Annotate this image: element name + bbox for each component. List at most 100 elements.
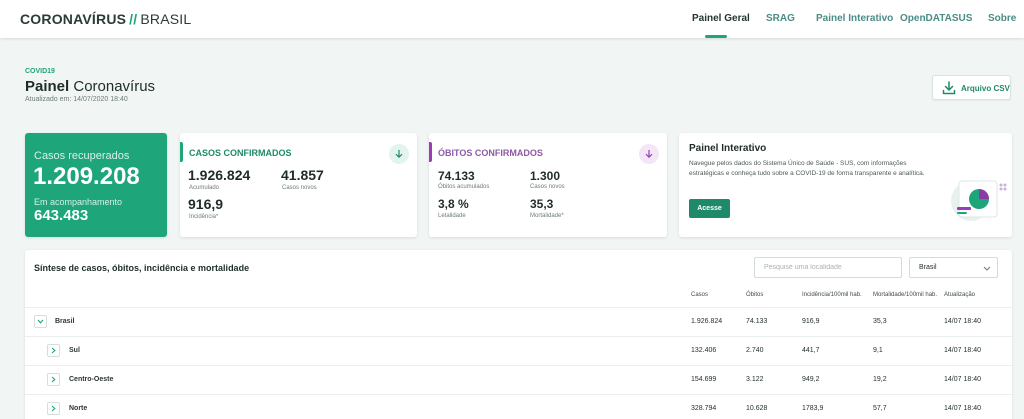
column-header-obitos: Óbitos — [746, 292, 764, 298]
chevron-down-icon — [983, 266, 991, 271]
row-toggle-button[interactable] — [34, 315, 47, 328]
table-title: Síntese de casos, óbitos, incidência e m… — [34, 263, 250, 273]
access-button[interactable]: Acesse — [689, 199, 730, 218]
cell-mortalidade: 9,1 — [873, 347, 883, 354]
cell-incidencia: 1783,9 — [802, 405, 824, 412]
confirmed-title: CASOS CONFIRMADOS — [189, 148, 292, 158]
monitoring-label: Em acompanhamento — [34, 197, 123, 207]
deaths-lethality: 3,8 % — [438, 197, 469, 211]
brand-country: BRASIL — [140, 11, 192, 27]
cell-mortalidade: 57,7 — [873, 405, 887, 412]
row-location-name: Centro-Oeste — [69, 376, 114, 383]
cell-mortalidade: 35,3 — [873, 318, 887, 325]
chevron-down-icon — [37, 319, 44, 324]
column-header-atualizacao: Atualização — [944, 292, 976, 298]
cell-atualizacao: 14/07 18:40 — [944, 318, 981, 325]
table-row: Centro-Oeste 154.699 3.122 949,2 19,2 14… — [25, 365, 1012, 394]
region-select[interactable]: Brasil — [909, 257, 998, 278]
location-search-input[interactable] — [754, 257, 902, 278]
column-header-incidencia: Incidência/100mil hab. — [802, 292, 862, 298]
interactive-description: Navegue pelos dados do Sistema Único de … — [689, 160, 925, 177]
column-header-casos: Casos — [691, 292, 709, 298]
deaths-accumulated: 74.133 — [438, 169, 475, 183]
recovered-title: Casos recuperados — [34, 150, 130, 162]
confirmed-new-label: Casos novos — [282, 185, 317, 191]
nav-opendatasus[interactable]: OpenDATASUS — [900, 13, 973, 24]
confirmed-incidence-label: Incidência* — [189, 214, 219, 220]
cell-incidencia: 916,9 — [802, 318, 820, 325]
row-location-name: Brasil — [55, 318, 75, 325]
deaths-mortality-label: Mortalidade* — [530, 213, 564, 219]
confirmed-new: 41.857 — [281, 167, 324, 183]
deaths-new-label: Casos novos — [530, 184, 565, 190]
row-toggle-button[interactable] — [47, 373, 60, 386]
page-title: Painel Coronavírus — [25, 78, 155, 95]
confirmed-accent-bar — [180, 142, 183, 162]
download-icon — [942, 81, 956, 95]
interactive-panel-card: Painel Interativo Navegue pelos dados do… — [679, 133, 1012, 237]
arrow-down-icon — [645, 149, 653, 158]
last-updated: Atualizado em: 14/07/2020 18:40 — [25, 96, 128, 103]
nav-painel-interativo[interactable]: Painel Interativo — [816, 13, 894, 24]
deaths-expand-button[interactable] — [639, 144, 659, 164]
table-row: Sul 132.406 2.740 441,7 9,1 14/07 18:40 — [25, 336, 1012, 365]
cell-casos: 132.406 — [691, 347, 717, 354]
cell-atualizacao: 14/07 18:40 — [944, 405, 981, 412]
row-location-name: Sul — [69, 347, 80, 354]
top-navigation-bar: CORONAVÍRUS//BRASIL Painel Geral SRAG Pa… — [0, 0, 1024, 38]
brand-name: CORONAVÍRUS — [20, 11, 127, 27]
confirmed-incidence: 916,9 — [188, 196, 224, 212]
brand-separator: // — [129, 11, 138, 27]
deaths-lethality-label: Letalidade — [438, 213, 466, 219]
cell-obitos: 2.740 — [746, 347, 764, 354]
confirmed-accumulated: 1.926.824 — [188, 167, 251, 183]
cell-mortalidade: 19,2 — [873, 376, 887, 383]
chevron-right-icon — [51, 347, 56, 354]
download-csv-label: Arquivo CSV — [961, 84, 1010, 93]
deaths-accumulated-label: Óbitos acumulados — [438, 184, 490, 190]
cell-atualizacao: 14/07 18:40 — [944, 376, 981, 383]
chevron-right-icon — [51, 376, 56, 383]
region-select-value: Brasil — [919, 264, 937, 271]
cell-incidencia: 949,2 — [802, 376, 820, 383]
row-toggle-button[interactable] — [47, 402, 60, 415]
cell-casos: 328.794 — [691, 405, 717, 412]
table-row: Brasil 1.926.824 74.133 916,9 35,3 14/07… — [25, 307, 1012, 336]
synthesis-table-panel: Síntese de casos, óbitos, incidência e m… — [25, 250, 1012, 419]
recovered-card: Casos recuperados 1.209.208 Em acompanha… — [25, 133, 167, 237]
dashboard-illustration — [951, 180, 1007, 221]
cell-obitos: 74.133 — [746, 318, 768, 325]
row-toggle-button[interactable] — [47, 344, 60, 357]
table-row: Norte 328.794 10.628 1783,9 57,7 14/07 1… — [25, 394, 1012, 419]
cell-atualizacao: 14/07 18:40 — [944, 347, 981, 354]
recovered-value: 1.209.208 — [33, 163, 140, 190]
nav-painel-geral[interactable]: Painel Geral — [692, 13, 750, 24]
chevron-right-icon — [51, 405, 56, 412]
download-csv-button[interactable]: Arquivo CSV — [932, 75, 1011, 100]
confirmed-accumulated-label: Acumulado — [189, 185, 220, 191]
deaths-new: 1.300 — [530, 169, 561, 183]
cell-casos: 1.926.824 — [691, 318, 723, 325]
row-location-name: Norte — [69, 405, 88, 412]
confirmed-cases-card: CASOS CONFIRMADOS 1.926.824 Acumulado 41… — [180, 133, 417, 237]
monitoring-value: 643.483 — [34, 207, 89, 224]
page-title-strong: Painel — [25, 78, 70, 95]
covid-tag: COVID19 — [25, 68, 55, 75]
nav-srag[interactable]: SRAG — [766, 13, 795, 24]
cell-obitos: 3.122 — [746, 376, 764, 383]
active-nav-indicator — [705, 35, 727, 38]
interactive-title: Painel Interativo — [689, 143, 767, 154]
deaths-mortality: 35,3 — [530, 197, 554, 211]
page-title-rest: Coronavírus — [73, 78, 156, 95]
deaths-accent-bar — [429, 142, 432, 162]
cell-obitos: 10.628 — [746, 405, 768, 412]
cell-casos: 154.699 — [691, 376, 717, 383]
brand-logo[interactable]: CORONAVÍRUS//BRASIL — [20, 11, 191, 27]
deaths-title: ÓBITOS CONFIRMADOS — [438, 148, 543, 158]
nav-sobre[interactable]: Sobre — [988, 13, 1017, 24]
arrow-down-icon — [395, 149, 403, 158]
cell-incidencia: 441,7 — [802, 347, 820, 354]
confirmed-deaths-card: ÓBITOS CONFIRMADOS 74.133 Óbitos acumula… — [429, 133, 667, 237]
confirmed-expand-button[interactable] — [389, 144, 409, 164]
column-header-mortalidade: Mortalidade/100mil hab. — [873, 292, 938, 298]
